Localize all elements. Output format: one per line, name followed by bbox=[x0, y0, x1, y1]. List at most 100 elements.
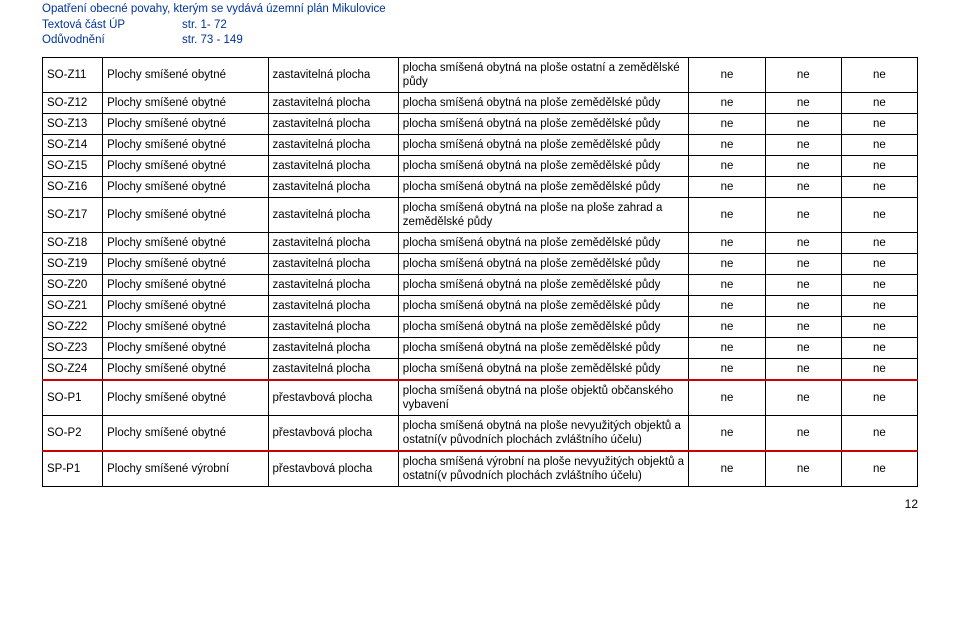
cell-flag: ne bbox=[689, 253, 765, 274]
cell-description: plocha smíšená obytná na ploše zemědělsk… bbox=[398, 232, 689, 253]
cell-flag: ne bbox=[765, 232, 841, 253]
table-row: SO-Z23Plochy smíšené obytnézastavitelná … bbox=[43, 337, 918, 358]
cell-flag: ne bbox=[689, 451, 765, 487]
header-line3: Odůvodnění str. 73 - 149 bbox=[42, 33, 918, 49]
cell-description: plocha smíšená obytná na ploše zemědělsk… bbox=[398, 337, 689, 358]
cell-description: plocha smíšená obytná na ploše zemědělsk… bbox=[398, 358, 689, 380]
cell-flag: ne bbox=[689, 358, 765, 380]
cell-type: Plochy smíšené obytné bbox=[103, 274, 268, 295]
table-row: SO-Z14Plochy smíšené obytnézastavitelná … bbox=[43, 134, 918, 155]
cell-flag: ne bbox=[689, 92, 765, 113]
cell-status: zastavitelná plocha bbox=[268, 134, 398, 155]
cell-flag: ne bbox=[689, 113, 765, 134]
cell-status: zastavitelná plocha bbox=[268, 197, 398, 232]
cell-code: SO-P1 bbox=[43, 380, 103, 416]
cell-code: SO-Z22 bbox=[43, 316, 103, 337]
cell-code: SO-Z23 bbox=[43, 337, 103, 358]
cell-status: zastavitelná plocha bbox=[268, 316, 398, 337]
cell-status: zastavitelná plocha bbox=[268, 358, 398, 380]
cell-flag: ne bbox=[841, 134, 917, 155]
cell-description: plocha smíšená obytná na ploše zemědělsk… bbox=[398, 316, 689, 337]
cell-description: plocha smíšená obytná na ploše zemědělsk… bbox=[398, 253, 689, 274]
table-row: SO-Z12Plochy smíšené obytnézastavitelná … bbox=[43, 92, 918, 113]
cell-flag: ne bbox=[765, 380, 841, 416]
header-line2: Textová část ÚP str. 1- 72 bbox=[42, 18, 918, 34]
table-row: SO-Z24Plochy smíšené obytnézastavitelná … bbox=[43, 358, 918, 380]
page-number: 12 bbox=[42, 497, 918, 511]
cell-description: plocha smíšená obytná na ploše nevyužitý… bbox=[398, 415, 689, 451]
cell-type: Plochy smíšené výrobní bbox=[103, 451, 268, 487]
cell-type: Plochy smíšené obytné bbox=[103, 415, 268, 451]
cell-type: Plochy smíšené obytné bbox=[103, 57, 268, 92]
cell-flag: ne bbox=[841, 295, 917, 316]
cell-flag: ne bbox=[689, 295, 765, 316]
cell-description: plocha smíšená obytná na ploše zemědělsk… bbox=[398, 134, 689, 155]
cell-flag: ne bbox=[689, 197, 765, 232]
zoning-table: SO-Z11Plochy smíšené obytnézastavitelná … bbox=[42, 57, 918, 487]
cell-flag: ne bbox=[689, 57, 765, 92]
cell-code: SO-Z19 bbox=[43, 253, 103, 274]
header-line1: Opatření obecné povahy, kterým se vydává… bbox=[42, 2, 918, 18]
header-line2-label: Textová část ÚP bbox=[42, 18, 182, 34]
table-row: SO-Z15Plochy smíšené obytnézastavitelná … bbox=[43, 155, 918, 176]
table-row: SO-Z16Plochy smíšené obytnézastavitelná … bbox=[43, 176, 918, 197]
cell-flag: ne bbox=[841, 380, 917, 416]
cell-status: zastavitelná plocha bbox=[268, 57, 398, 92]
table-row: SO-Z17Plochy smíšené obytnézastavitelná … bbox=[43, 197, 918, 232]
cell-code: SO-Z20 bbox=[43, 274, 103, 295]
cell-description: plocha smíšená obytná na ploše zemědělsk… bbox=[398, 113, 689, 134]
cell-flag: ne bbox=[765, 337, 841, 358]
cell-code: SO-Z24 bbox=[43, 358, 103, 380]
cell-status: zastavitelná plocha bbox=[268, 295, 398, 316]
cell-flag: ne bbox=[765, 57, 841, 92]
table-row: SO-P1Plochy smíšené obytnépřestavbová pl… bbox=[43, 380, 918, 416]
cell-status: přestavbová plocha bbox=[268, 415, 398, 451]
cell-flag: ne bbox=[841, 232, 917, 253]
cell-flag: ne bbox=[689, 380, 765, 416]
cell-flag: ne bbox=[841, 253, 917, 274]
cell-code: SO-Z15 bbox=[43, 155, 103, 176]
cell-flag: ne bbox=[841, 176, 917, 197]
cell-flag: ne bbox=[841, 197, 917, 232]
cell-flag: ne bbox=[841, 451, 917, 487]
header-line2-pages: str. 1- 72 bbox=[182, 18, 227, 34]
cell-flag: ne bbox=[689, 232, 765, 253]
cell-flag: ne bbox=[689, 337, 765, 358]
cell-flag: ne bbox=[689, 415, 765, 451]
cell-code: SO-Z12 bbox=[43, 92, 103, 113]
table-row: SO-Z18Plochy smíšené obytnézastavitelná … bbox=[43, 232, 918, 253]
cell-type: Plochy smíšené obytné bbox=[103, 197, 268, 232]
cell-flag: ne bbox=[765, 113, 841, 134]
cell-type: Plochy smíšené obytné bbox=[103, 92, 268, 113]
header-line3-pages: str. 73 - 149 bbox=[182, 33, 243, 49]
cell-code: SO-Z13 bbox=[43, 113, 103, 134]
cell-description: plocha smíšená obytná na ploše objektů o… bbox=[398, 380, 689, 416]
cell-type: Plochy smíšené obytné bbox=[103, 155, 268, 176]
cell-description: plocha smíšená obytná na ploše na ploše … bbox=[398, 197, 689, 232]
cell-flag: ne bbox=[841, 155, 917, 176]
cell-code: SO-Z18 bbox=[43, 232, 103, 253]
cell-type: Plochy smíšené obytné bbox=[103, 176, 268, 197]
cell-status: zastavitelná plocha bbox=[268, 337, 398, 358]
table-row: SO-P2Plochy smíšené obytnépřestavbová pl… bbox=[43, 415, 918, 451]
cell-status: zastavitelná plocha bbox=[268, 232, 398, 253]
cell-status: zastavitelná plocha bbox=[268, 274, 398, 295]
cell-flag: ne bbox=[765, 415, 841, 451]
cell-description: plocha smíšená obytná na ploše zemědělsk… bbox=[398, 155, 689, 176]
cell-flag: ne bbox=[765, 358, 841, 380]
cell-flag: ne bbox=[689, 176, 765, 197]
cell-status: přestavbová plocha bbox=[268, 380, 398, 416]
cell-type: Plochy smíšené obytné bbox=[103, 253, 268, 274]
table-row: SO-Z22Plochy smíšené obytnézastavitelná … bbox=[43, 316, 918, 337]
cell-description: plocha smíšená obytná na ploše zemědělsk… bbox=[398, 295, 689, 316]
cell-flag: ne bbox=[765, 316, 841, 337]
cell-code: SO-P2 bbox=[43, 415, 103, 451]
table-row: SO-Z21Plochy smíšené obytnézastavitelná … bbox=[43, 295, 918, 316]
cell-flag: ne bbox=[841, 57, 917, 92]
cell-flag: ne bbox=[765, 176, 841, 197]
cell-type: Plochy smíšené obytné bbox=[103, 113, 268, 134]
header-line3-label: Odůvodnění bbox=[42, 33, 182, 49]
cell-description: plocha smíšená obytná na ploše zemědělsk… bbox=[398, 92, 689, 113]
cell-flag: ne bbox=[689, 155, 765, 176]
table-row: SO-Z11Plochy smíšené obytnézastavitelná … bbox=[43, 57, 918, 92]
